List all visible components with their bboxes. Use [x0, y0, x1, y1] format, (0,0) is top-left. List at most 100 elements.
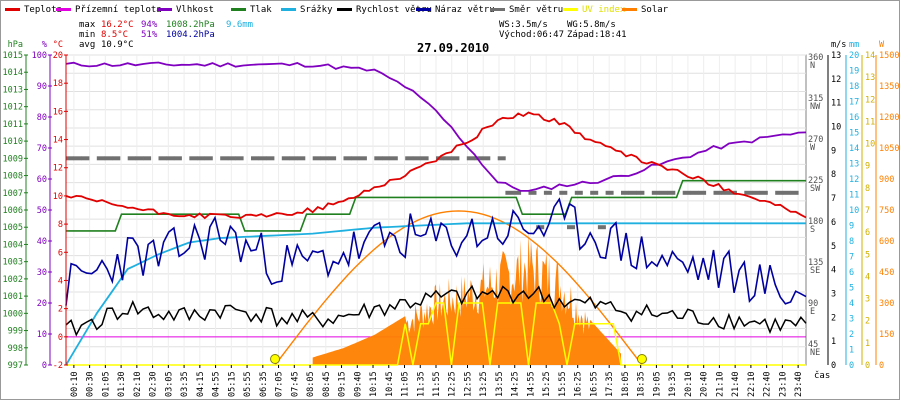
- series-wind-dir-mark: [451, 156, 460, 161]
- axis-hpa-tick: 1000: [3, 309, 23, 319]
- series-wind-dir-mark: [690, 190, 699, 195]
- series-wind-dir-mark: [574, 190, 583, 195]
- axis-dir-tick-name: NW: [810, 102, 821, 112]
- series-wind-dir-mark: [443, 156, 452, 161]
- axis-ms-tick: 11: [831, 99, 841, 109]
- axis-hpa-tick: 1001: [3, 292, 23, 302]
- x-tick-label: 00:10: [70, 371, 80, 397]
- series-wind-dir-mark: [636, 190, 645, 195]
- x-tick-label: 14:55: [526, 371, 536, 397]
- x-axis-label: čas: [814, 370, 830, 381]
- stats-avg-label: avg: [79, 40, 95, 50]
- axis-dir-tick: 90: [808, 299, 818, 309]
- axis-hpa-tick: 1002: [3, 275, 23, 285]
- series-wind-dir-mark: [621, 190, 629, 195]
- series-wind-dir-mark: [559, 190, 568, 195]
- stats-max-label: max: [79, 20, 96, 30]
- series-wind-dir-mark: [227, 156, 236, 161]
- axis-mm-tick: 18: [849, 82, 859, 92]
- axis-ms-tick: 13: [831, 51, 841, 61]
- series-wind-dir-mark: [312, 156, 321, 161]
- axis-mm-tick: 8: [849, 237, 854, 247]
- axis-mm-label: mm: [849, 40, 859, 50]
- series-wind-dir-mark: [289, 156, 298, 161]
- axis-w-tick: 1050: [879, 144, 899, 154]
- axis-dir-tick-name: W: [810, 143, 816, 153]
- axis-pct-tick: 20: [37, 299, 47, 309]
- x-tick-label: 08:05: [306, 371, 316, 397]
- series-wind-dir-mark: [143, 156, 152, 161]
- legend-swatch: [490, 8, 505, 11]
- axis-ms-tick: 8: [831, 170, 836, 180]
- series-wind-dir-mark: [536, 225, 545, 230]
- axis-dir-tick-name: S: [810, 225, 815, 235]
- series-wind-dir-mark: [73, 156, 82, 161]
- axis-temp-tick: 16: [53, 107, 63, 117]
- legend-label: Rychlost větru: [356, 5, 432, 15]
- axis-hpa-tick: 1007: [3, 189, 23, 199]
- legend-label: Směr větru: [509, 5, 563, 15]
- axis-pct-label: %: [42, 40, 47, 50]
- x-tick-label: 20:40: [700, 371, 710, 397]
- axis-hpa-tick: 1011: [3, 120, 23, 130]
- legend-label: Teplota: [24, 5, 62, 15]
- series-wind-dir-mark: [752, 190, 760, 195]
- series-wind-dir-mark: [96, 156, 105, 161]
- axis-dir-tick: 360: [808, 53, 823, 63]
- series-temperature: [65, 111, 807, 220]
- x-tick-label: 02:10: [133, 371, 143, 397]
- series-wind-dir-mark: [721, 190, 730, 195]
- series-wind-dir-mark: [189, 156, 198, 161]
- axis-mm-tick: 13: [849, 160, 859, 170]
- series-wind-dir-mark: [158, 156, 167, 161]
- x-tick-label: 23:40: [794, 371, 804, 397]
- axis-pct-tick: 60: [37, 175, 47, 185]
- axis-hpa-tick: 1014: [3, 68, 23, 78]
- legend-label: UV index: [582, 5, 626, 15]
- legend-label: Tlak: [250, 5, 272, 15]
- axis-mm-tick: 20: [849, 51, 859, 61]
- axis-w-tick: 900: [879, 175, 894, 185]
- axis-uv-tick: 10: [865, 140, 875, 150]
- axis-temp-tick: 8: [58, 220, 63, 230]
- axis-uv-tick: 13: [865, 73, 875, 83]
- axis-pct-tick: 30: [37, 268, 47, 278]
- series-wind-dir-mark: [204, 156, 213, 161]
- axis-dir-tick: 45: [808, 340, 818, 350]
- axis-hpa-tick: 1003: [3, 258, 23, 268]
- legend-swatch: [231, 8, 246, 11]
- axis-pct-tick: 90: [37, 82, 47, 92]
- axis-dir-tick: 225: [808, 176, 823, 186]
- axis-dir-tick: 270: [808, 135, 823, 145]
- x-tick-label: 03:05: [164, 371, 174, 397]
- series-wind-dir-mark: [420, 156, 429, 161]
- series-wind-dir-mark: [513, 190, 522, 195]
- x-axis-ticks: 00:10 00:30 01:05 01:30 02:10 02:30 03:05 03:35…: [70, 365, 804, 397]
- axis-mm-tick: 17: [849, 98, 859, 108]
- axis-ms-tick: 12: [831, 75, 841, 85]
- axis-mm-tick: 5: [849, 284, 854, 294]
- series-wind-dir-mark: [698, 190, 707, 195]
- axis-uv-tick: 6: [865, 228, 870, 238]
- stats-ws: WS:3.5m/s: [499, 20, 548, 30]
- legend-swatch: [416, 8, 431, 11]
- x-tick-label: 12:25: [448, 371, 458, 397]
- x-tick-label: 16:55: [589, 371, 599, 397]
- series-wind-dir-mark: [482, 156, 491, 161]
- x-tick-label: 15:25: [542, 371, 552, 397]
- axis-dir-tick: 135: [808, 258, 823, 268]
- x-tick-label: 17:35: [605, 371, 615, 397]
- x-tick-label: 08:45: [322, 371, 332, 397]
- series-wind-dir-mark: [166, 156, 175, 161]
- x-tick-label: 22:40: [763, 371, 773, 397]
- series-wind-dir-mark: [297, 156, 306, 161]
- x-tick-label: 11:05: [401, 371, 411, 397]
- series-wind-dir-mark: [127, 156, 136, 161]
- series-wind-dir-mark: [782, 190, 791, 195]
- axis-dir-tick-name: SW: [810, 184, 821, 194]
- series-rain: [65, 222, 806, 366]
- legend: Teplota Přízemní teplota Vlhkost Tlak Srážky…: [5, 5, 669, 15]
- axis-w-tick: 150: [879, 330, 894, 340]
- series-wind-dir-mark: [590, 190, 599, 195]
- x-tick-label: 22:10: [747, 371, 757, 397]
